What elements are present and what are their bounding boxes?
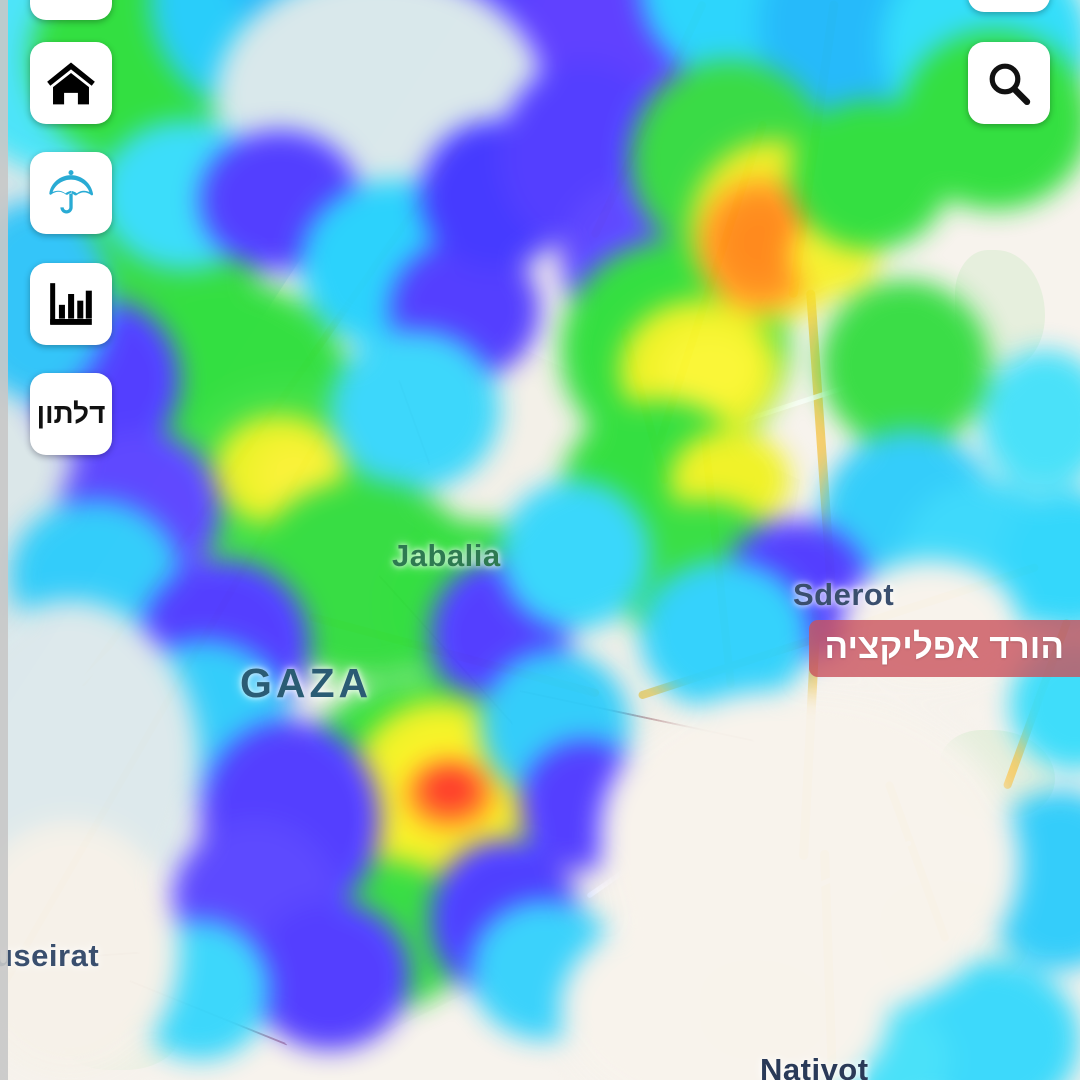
radar-cell-moderate — [790, 100, 950, 250]
radar-clear-gap — [560, 900, 890, 1080]
radar-clear-gap — [0, 820, 180, 1080]
radar-cell-medium — [250, 900, 410, 1050]
screen-left-edge — [0, 0, 8, 1080]
radar-cell-extreme — [420, 765, 480, 813]
home-button[interactable] — [30, 42, 112, 124]
collapse-button[interactable] — [968, 0, 1050, 12]
station-button-label: דלתון — [36, 398, 106, 429]
radar-cell-light — [330, 330, 500, 490]
partial-top-button[interactable] — [30, 0, 112, 20]
radar-cell-light — [500, 480, 650, 630]
radar-cell-light — [640, 560, 810, 710]
download-app-banner[interactable]: הורד אפליקציה — [808, 620, 1080, 677]
station-button[interactable]: דלתון — [30, 373, 112, 455]
umbrella-icon — [46, 168, 96, 218]
chart-button[interactable] — [30, 263, 112, 345]
search-button[interactable] — [968, 42, 1050, 124]
bar-chart-icon — [46, 279, 96, 329]
home-icon — [45, 60, 97, 106]
chevron-down-icon — [992, 0, 1026, 4]
radar-cell-light — [980, 350, 1080, 490]
radar-cell-very-heavy — [720, 200, 800, 285]
radar-cell-heavy — [660, 330, 760, 410]
radar-cell-moderate — [820, 280, 990, 450]
rain-button[interactable] — [30, 152, 112, 234]
search-icon — [985, 59, 1033, 107]
